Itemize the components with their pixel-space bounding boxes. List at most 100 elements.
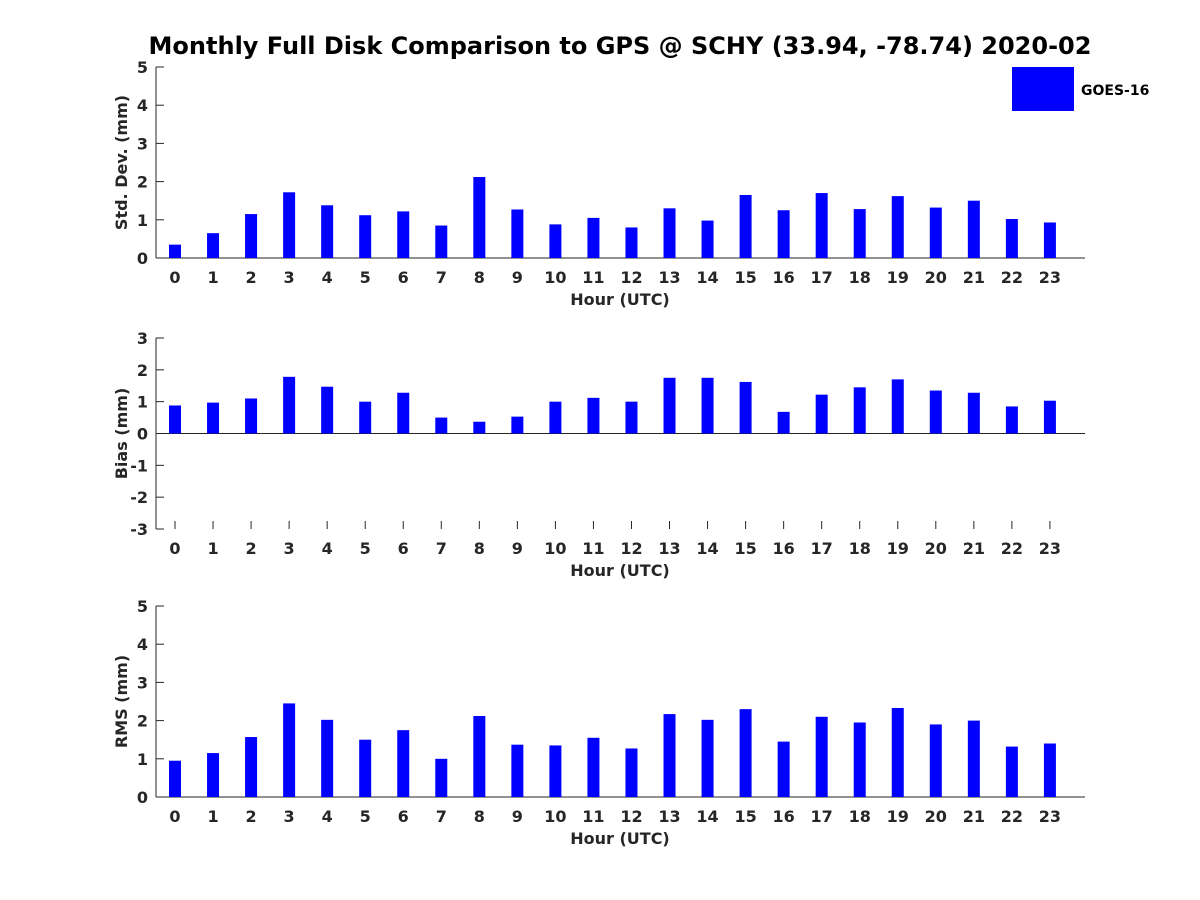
bar-hour-7 bbox=[435, 758, 448, 797]
x-tick-label: 3 bbox=[284, 807, 295, 826]
y-tick-label: 3 bbox=[137, 329, 148, 348]
x-tick-label: 15 bbox=[734, 539, 756, 558]
y-tick-label: 3 bbox=[137, 673, 148, 692]
bar-hour-16 bbox=[777, 411, 790, 434]
bar-hour-7 bbox=[435, 417, 448, 434]
bar-hour-13 bbox=[663, 377, 676, 434]
y-tick-label: 5 bbox=[137, 58, 148, 77]
legend-label: GOES-16 bbox=[1081, 83, 1149, 99]
x-tick-label: 6 bbox=[398, 268, 409, 287]
bar-hour-21 bbox=[967, 720, 980, 797]
x-tick-label: 17 bbox=[811, 807, 833, 826]
bar-hour-6 bbox=[397, 730, 410, 797]
bar-hour-11 bbox=[587, 397, 600, 434]
bar-hour-2 bbox=[245, 398, 258, 434]
bar-hour-6 bbox=[397, 211, 410, 258]
x-tick-label: 10 bbox=[544, 539, 566, 558]
x-tick-label: 2 bbox=[246, 539, 257, 558]
y-tick-label: 2 bbox=[137, 361, 148, 380]
y-tick-label: -1 bbox=[130, 456, 148, 475]
x-tick-label: 7 bbox=[436, 268, 447, 287]
x-tick-label: 20 bbox=[925, 268, 947, 287]
x-tick-label: 18 bbox=[849, 807, 871, 826]
legend: GOES-16 bbox=[1012, 67, 1149, 111]
x-tick-label: 9 bbox=[512, 539, 523, 558]
x-tick-label: 3 bbox=[284, 539, 295, 558]
x-tick-label: 4 bbox=[322, 539, 333, 558]
x-tick-label: 7 bbox=[436, 807, 447, 826]
x-tick-label: 21 bbox=[963, 807, 985, 826]
x-tick-label: 2 bbox=[246, 268, 257, 287]
x-tick-label: 12 bbox=[620, 268, 642, 287]
bar-hour-6 bbox=[397, 392, 410, 434]
x-tick-label: 7 bbox=[436, 539, 447, 558]
chart-title: Monthly Full Disk Comparison to GPS @ SC… bbox=[149, 32, 1092, 60]
x-tick-label: 10 bbox=[544, 807, 566, 826]
bar-hour-9 bbox=[511, 744, 524, 797]
x-tick-label: 13 bbox=[658, 807, 680, 826]
y-axis-label: Bias (mm) bbox=[112, 388, 131, 480]
y-tick-label: 0 bbox=[137, 425, 148, 444]
bar-hour-8 bbox=[473, 177, 486, 258]
x-tick-label: 13 bbox=[658, 268, 680, 287]
x-tick-label: 1 bbox=[207, 807, 218, 826]
bar-hour-8 bbox=[473, 421, 486, 434]
bar-hour-19 bbox=[891, 196, 904, 258]
bar-hour-14 bbox=[701, 719, 714, 797]
bar-hour-23 bbox=[1043, 400, 1056, 434]
bar-hour-17 bbox=[815, 716, 828, 797]
y-tick-label: 0 bbox=[137, 788, 148, 807]
x-tick-label: 4 bbox=[322, 268, 333, 287]
x-tick-label: 18 bbox=[849, 539, 871, 558]
x-tick-label: 9 bbox=[512, 268, 523, 287]
x-tick-label: 15 bbox=[734, 807, 756, 826]
y-tick-label: 1 bbox=[137, 750, 148, 769]
x-tick-label: 22 bbox=[1001, 807, 1023, 826]
y-tick-label: 3 bbox=[137, 134, 148, 153]
x-tick-label: 14 bbox=[696, 807, 718, 826]
y-axis-label: Std. Dev. (mm) bbox=[112, 95, 131, 230]
x-tick-label: 21 bbox=[963, 268, 985, 287]
bar-hour-19 bbox=[891, 707, 904, 797]
x-tick-label: 1 bbox=[207, 539, 218, 558]
bar-hour-20 bbox=[929, 390, 942, 434]
bar-hour-13 bbox=[663, 208, 676, 258]
bar-hour-23 bbox=[1043, 743, 1056, 797]
x-tick-label: 2 bbox=[246, 807, 257, 826]
bar-hour-7 bbox=[435, 225, 448, 258]
bar-hour-15 bbox=[739, 194, 752, 258]
bar-hour-19 bbox=[891, 379, 904, 434]
x-tick-label: 5 bbox=[360, 539, 371, 558]
bar-hour-3 bbox=[283, 192, 296, 258]
x-tick-label: 4 bbox=[322, 807, 333, 826]
x-tick-label: 22 bbox=[1001, 268, 1023, 287]
bar-hour-17 bbox=[815, 394, 828, 434]
y-axis-label: RMS (mm) bbox=[112, 655, 131, 748]
x-tick-label: 10 bbox=[544, 268, 566, 287]
bar-hour-1 bbox=[207, 402, 220, 434]
bar-hour-1 bbox=[207, 753, 220, 797]
x-tick-label: 17 bbox=[811, 268, 833, 287]
bar-hour-3 bbox=[283, 376, 296, 434]
y-tick-label: -3 bbox=[130, 520, 148, 539]
x-tick-label: 19 bbox=[887, 539, 909, 558]
x-tick-label: 6 bbox=[398, 539, 409, 558]
x-tick-label: 3 bbox=[284, 268, 295, 287]
x-tick-label: 6 bbox=[398, 807, 409, 826]
y-tick-label: 1 bbox=[137, 393, 148, 412]
x-tick-label: 20 bbox=[925, 807, 947, 826]
bar-hour-2 bbox=[245, 214, 258, 258]
bar-hour-5 bbox=[359, 401, 372, 434]
bar-hour-16 bbox=[777, 210, 790, 258]
bar-hour-1 bbox=[207, 233, 220, 258]
y-tick-label: 2 bbox=[137, 712, 148, 731]
x-tick-label: 13 bbox=[658, 539, 680, 558]
bar-hour-0 bbox=[169, 760, 181, 797]
x-tick-label: 23 bbox=[1039, 807, 1061, 826]
bar-hour-5 bbox=[359, 215, 372, 258]
bar-hour-22 bbox=[1005, 219, 1018, 258]
x-axis-label: Hour (UTC) bbox=[570, 561, 670, 580]
